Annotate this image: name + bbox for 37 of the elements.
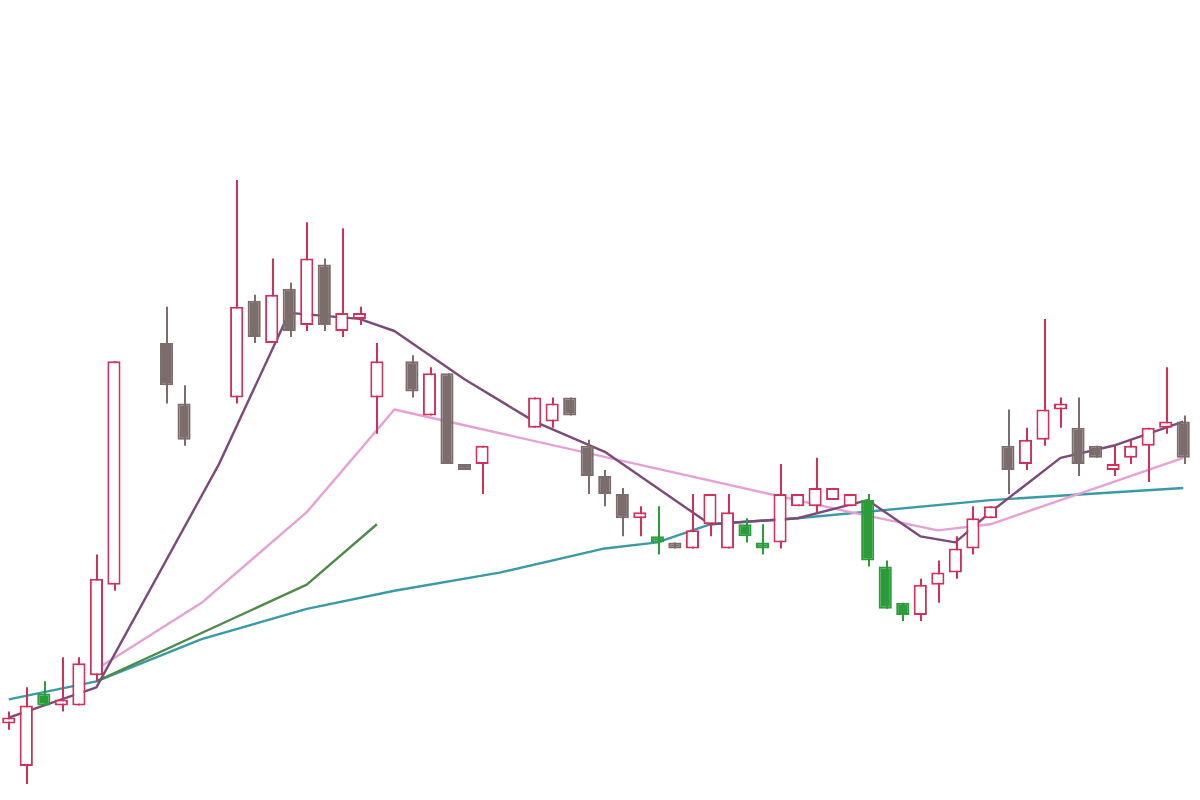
candlestick [703,493,717,538]
candlestick [773,462,787,550]
candlestick [1159,366,1173,435]
candlestick [422,366,437,417]
candlestick [913,577,927,622]
candlestick [159,305,174,405]
candlestick [615,487,629,538]
candlestick [177,384,191,447]
candlestick [370,342,384,435]
candlestick [2,710,16,731]
candlestick [878,559,892,610]
candlestick [720,493,735,550]
candlestick [265,257,279,345]
candlestick [1036,317,1050,447]
candlestick [1176,414,1190,465]
candlestick [37,680,51,707]
candlestick [948,535,962,580]
candlestick [335,227,349,339]
candlestick [1053,396,1068,429]
candlestick [247,293,261,345]
candlestick [1018,426,1033,471]
candlestick [282,281,296,339]
candlestick [931,559,945,604]
candlestick [54,656,68,713]
candlestick [1071,396,1085,477]
candlestick [1106,444,1120,477]
candlestick [755,523,770,556]
candlestick [1141,426,1155,483]
candlestick [966,505,980,556]
candlestick [352,305,366,326]
candlestick [72,656,86,707]
candlestick [738,517,752,544]
candlestick [650,505,664,556]
candlestick [1001,408,1015,496]
candlestick [633,505,647,538]
candlestick [580,438,594,496]
candlestick [405,354,419,399]
